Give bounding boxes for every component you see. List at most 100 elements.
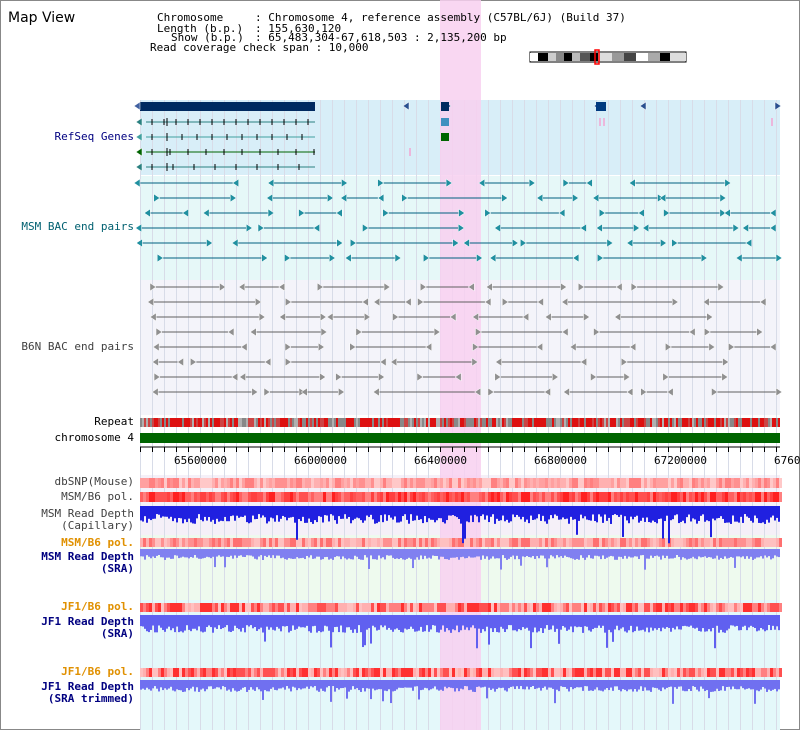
ideogram-band (624, 53, 636, 61)
msm-b6-pol-sra-cell (347, 538, 350, 547)
jf1-depth-sra-bar (222, 615, 224, 629)
track-label-repeat[interactable]: Repeat (94, 415, 134, 428)
jf1-b6-pol-trim-cell (389, 668, 392, 677)
jf1-b6-pol-cell (761, 603, 764, 612)
dbsnp-cell (251, 478, 254, 488)
msm-b6-pol-cell (437, 492, 440, 502)
jf1-depth-trimmed-bar (216, 680, 218, 688)
repeat-segment (168, 418, 170, 427)
msm-b6-pol-cell (380, 492, 383, 502)
feature-arrow (319, 372, 327, 382)
msm-depth-sra-bar (180, 549, 182, 558)
repeat-segment (624, 418, 626, 427)
msm-depth-capillary-bar (376, 506, 378, 524)
repeat-segment (326, 418, 328, 427)
jf1-depth-trimmed-bar (564, 680, 566, 688)
jf1-depth-trimmed-bar (158, 680, 160, 692)
repeat-segment (370, 418, 372, 427)
track-label-jf1-depth-trimmed[interactable]: JF1 Read Depth (SRA trimmed) (41, 681, 134, 705)
track-label-msm-depth-capillary[interactable]: MSM Read Depth (Capillary) (41, 508, 134, 532)
jf1-b6-pol-cell (716, 603, 719, 612)
track-label-jf1-depth-sra[interactable]: JF1 Read Depth (SRA) (41, 616, 134, 640)
msm-b6-pol-sra-cell (452, 538, 455, 547)
repeat-segment (386, 418, 388, 427)
jf1-b6-pol-trim-cell (575, 668, 578, 677)
dbsnp-cell (587, 478, 590, 488)
dbsnp-cell (176, 478, 179, 488)
msm-depth-capillary-bar (740, 506, 742, 517)
msm-depth-sra-bar (666, 549, 668, 556)
jf1-depth-sra-bar (668, 615, 670, 629)
repeat-segment (760, 418, 762, 427)
jf1-b6-pol-trim-cell (461, 668, 464, 677)
jf1-b6-pol-cell (152, 603, 155, 612)
dbsnp-cell (743, 478, 746, 488)
msm-depth-sra-bar (394, 549, 396, 559)
msm-b6-pol-cell (305, 492, 308, 502)
msm-depth-capillary-bar (734, 506, 736, 522)
jf1-depth-trimmed-bar (230, 680, 232, 692)
feature-arrow (512, 238, 519, 248)
repeat-segment (764, 418, 766, 427)
msm-b6-pol-sra-cell (296, 538, 299, 547)
jf1-b6-pol-trim-cell (569, 668, 572, 677)
jf1-depth-trimmed-bar (674, 680, 676, 688)
feature-arrow (494, 223, 501, 233)
msm-b6-pol-sra-cell (248, 538, 251, 547)
msm-b6-pol-sra-cell (761, 538, 764, 547)
track-label-msm-b6-pol[interactable]: MSM/B6 pol. (61, 490, 134, 503)
jf1-depth-trimmed-bar (544, 680, 546, 687)
jf1-depth-trimmed-bar (424, 680, 426, 688)
jf1-depth-sra-bar (594, 615, 596, 628)
feature-arrow (487, 387, 495, 397)
track-label-jf1-b6-pol[interactable]: JF1/B6 pol. (61, 600, 134, 613)
msm-depth-sra-bar (146, 549, 148, 556)
track-label-dbsnp[interactable]: dbSNP(Mouse) (54, 475, 134, 488)
msm-depth-sra-bar (636, 549, 638, 557)
msm-depth-capillary-bar (738, 506, 740, 523)
jf1-b6-pol-cell (206, 603, 209, 612)
ideogram-band (612, 53, 624, 61)
track-label-msm-depth-sra[interactable]: MSM Read Depth (SRA) (41, 551, 134, 575)
repeat-segment (328, 418, 330, 427)
jf1-b6-pol-trim-cell (533, 668, 536, 677)
jf1-depth-trimmed-bar (326, 680, 328, 688)
msm-depth-capillary-bar (300, 506, 302, 522)
msm-depth-capillary-bar (724, 506, 726, 523)
track-label-refseq[interactable]: RefSeq Genes (54, 130, 134, 143)
jf1-b6-pol-cell (578, 603, 581, 612)
repeat-segment (704, 418, 706, 427)
track-label-chromosome[interactable]: chromosome 4 (54, 431, 134, 444)
msm-b6-pol-cell (311, 492, 314, 502)
dbsnp-cell (140, 478, 143, 488)
jf1-depth-trimmed-bar (694, 680, 696, 687)
track-label-msm-b6-pol-sra[interactable]: MSM/B6 pol. (61, 536, 134, 549)
jf1-b6-pol-cell (569, 603, 572, 612)
msm-depth-capillary-bar (258, 506, 260, 515)
jf1-depth-trimmed-bar (366, 680, 368, 689)
jf1-b6-pol-trim-cell (704, 668, 707, 677)
track-label-msm-bac[interactable]: MSM BAC end pairs (21, 220, 134, 233)
jf1-depth-trimmed-bar (364, 680, 366, 692)
jf1-b6-pol-cell (383, 603, 386, 612)
msm-b6-pol-sra-cell (329, 538, 332, 547)
jf1-depth-sra-bar (480, 615, 482, 633)
track-label-b6n-bac[interactable]: B6N BAC end pairs (21, 340, 134, 353)
jf1-depth-sra-bar (578, 615, 580, 627)
jf1-depth-trimmed-bar (352, 680, 354, 687)
msm-b6-pol-sra-cell (254, 538, 257, 547)
repeat-segment (690, 418, 692, 427)
msm-b6-pol-cell (653, 492, 656, 502)
jf1-depth-trimmed-bar (648, 680, 650, 691)
jf1-depth-sra-bar (598, 615, 600, 626)
jf1-depth-sra-bar (154, 615, 156, 633)
track-label-jf1-b6-pol-trim[interactable]: JF1/B6 pol. (61, 665, 134, 678)
msm-b6-pol-cell (149, 492, 152, 502)
dbsnp-cell (572, 478, 575, 488)
repeat-segment (586, 418, 588, 427)
jf1-b6-pol-cell (689, 603, 692, 612)
jf1-depth-trimmed-bar (142, 680, 144, 689)
msm-depth-sra-bar (420, 549, 422, 556)
dbsnp-cell (215, 478, 218, 488)
